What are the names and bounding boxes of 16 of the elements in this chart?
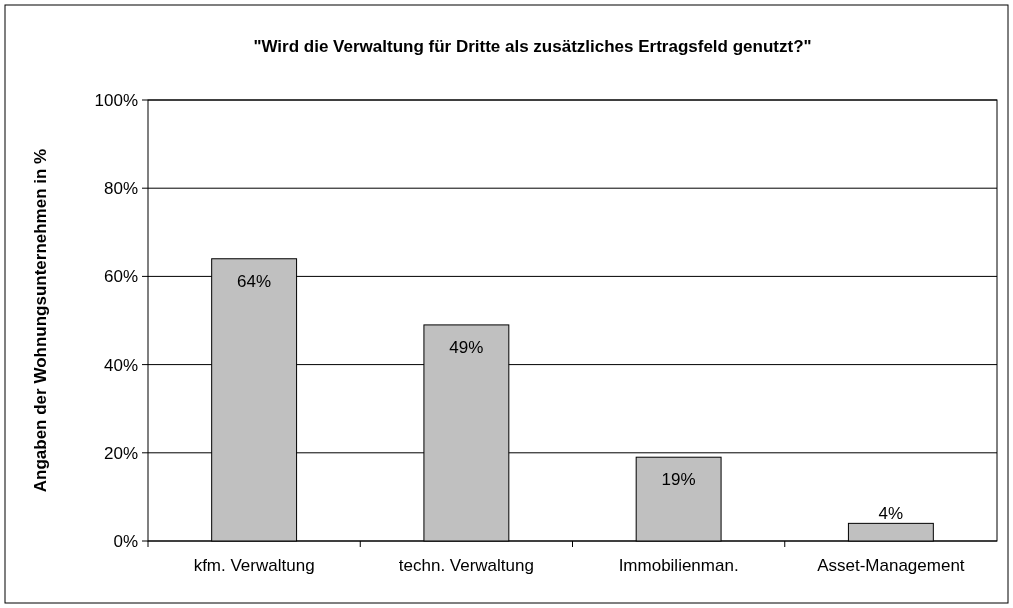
chart-title: "Wird die Verwaltung für Dritte als zusätzliches Ertragsfeld genutzt?" [253,37,812,56]
y-tick-label: 100% [94,90,138,110]
data-label: 64% [237,271,272,291]
x-tick-label: Asset-Management [817,556,965,575]
x-tick-label: Immobilienman. [618,556,739,575]
y-tick-label: 80% [103,179,138,199]
y-axis-title: Angaben der Wohnungsunternehmen in % [31,148,50,493]
y-tick-label: 20% [103,443,138,463]
x-tick-label: techn. Verwaltung [398,556,534,575]
data-label: 49% [449,337,484,357]
data-label: 19% [661,470,696,490]
y-tick-label: 60% [103,267,138,287]
y-tick-label: 40% [103,355,138,375]
data-label: 4% [878,504,904,524]
x-tick-label: kfm. Verwaltung [193,556,315,575]
y-tick-label: 0% [113,531,138,551]
